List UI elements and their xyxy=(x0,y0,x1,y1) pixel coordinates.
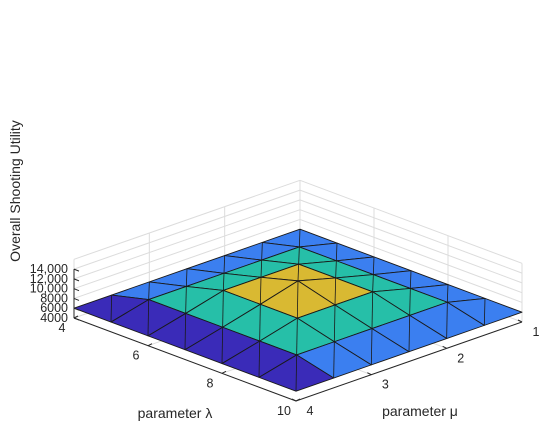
surface-edge xyxy=(148,281,150,300)
z-gridline xyxy=(299,199,523,284)
surface-edge xyxy=(335,243,338,261)
z-gridline xyxy=(299,209,523,294)
surface-edge xyxy=(333,341,335,379)
surface-edge xyxy=(147,299,150,336)
surface-edge xyxy=(372,256,375,275)
surface-edge xyxy=(446,284,449,303)
surface-edge xyxy=(184,313,187,350)
surface-edge xyxy=(409,270,412,289)
surface-edge xyxy=(446,302,448,339)
z-tick-label: 10,000 xyxy=(30,282,68,296)
z-tick-mark xyxy=(73,317,80,321)
surface-edge xyxy=(296,318,298,355)
z-gridline xyxy=(73,209,301,290)
z-gridline xyxy=(299,218,523,303)
surface-edge xyxy=(258,341,261,378)
surface-edge xyxy=(222,273,225,291)
z-tick-mark xyxy=(73,297,80,301)
surface-edge xyxy=(408,315,411,352)
y-tick-label: 2 xyxy=(457,351,464,365)
z-tick-label: 12,000 xyxy=(30,272,68,286)
z-tick-label: 6000 xyxy=(40,301,68,315)
surface-edge xyxy=(335,260,337,278)
surface-edge xyxy=(297,264,300,281)
x-tick-mark xyxy=(147,343,153,347)
z-tick-mark xyxy=(73,268,80,272)
y-tick-label: 1 xyxy=(533,325,540,339)
surface-edge xyxy=(409,288,411,316)
surface-edge xyxy=(110,295,113,323)
z-tick-label: 4000 xyxy=(40,311,68,325)
z-tick-label: 14,000 xyxy=(30,262,68,276)
surface-edge xyxy=(261,242,263,261)
x-tick-label: 6 xyxy=(133,349,140,363)
y-tick-label: 4 xyxy=(307,404,314,418)
x-tick-label: 8 xyxy=(207,376,214,390)
z-gridline xyxy=(73,199,301,280)
surface-edge xyxy=(222,290,224,328)
surface-edge xyxy=(185,268,188,287)
surface-edge xyxy=(185,286,187,314)
z-tick-mark xyxy=(73,307,80,311)
x-tick-label: 4 xyxy=(59,321,66,335)
x-tick-mark xyxy=(221,370,227,374)
y-tick-label: 3 xyxy=(382,378,389,392)
surface-edge xyxy=(295,354,298,392)
x-tick-label: 10 xyxy=(277,404,291,418)
surface-edge xyxy=(370,328,373,365)
z-tick-label: 8000 xyxy=(40,291,68,305)
x-tick-mark xyxy=(295,398,301,402)
wall-edge xyxy=(299,179,523,264)
surface-edge xyxy=(334,277,337,305)
z-gridline xyxy=(299,189,523,274)
z-axis-label: Overall Shooting Utility xyxy=(7,120,23,262)
x-tick-mark xyxy=(73,315,79,319)
surface-edge xyxy=(259,304,261,342)
z-tick-mark xyxy=(73,288,80,292)
z-gridline xyxy=(73,218,301,299)
z-tick-mark xyxy=(73,278,80,282)
y-axis-label: parameter μ xyxy=(382,403,458,419)
z-gridline xyxy=(73,189,301,270)
surface-edge xyxy=(333,304,336,342)
surface-edge xyxy=(298,246,300,265)
y-tick-mark xyxy=(442,345,447,349)
surface-edge xyxy=(372,274,374,292)
y-axis-line xyxy=(295,321,523,402)
x-axis-label: parameter λ xyxy=(138,405,213,421)
y-tick-mark xyxy=(367,372,372,376)
surface-edge xyxy=(221,327,224,364)
surface-edge xyxy=(296,280,299,319)
wall-edge xyxy=(73,179,301,260)
surface-edge xyxy=(483,298,486,326)
surface-edge xyxy=(259,277,262,305)
y-tick-mark xyxy=(291,398,297,402)
x-axis-line xyxy=(73,317,297,402)
surface-edge xyxy=(298,229,301,247)
y-tick-mark xyxy=(517,319,523,323)
surface-layer xyxy=(73,228,523,392)
surface-edge xyxy=(260,260,263,278)
surface-edge xyxy=(223,255,226,274)
surface-edge xyxy=(371,291,374,329)
